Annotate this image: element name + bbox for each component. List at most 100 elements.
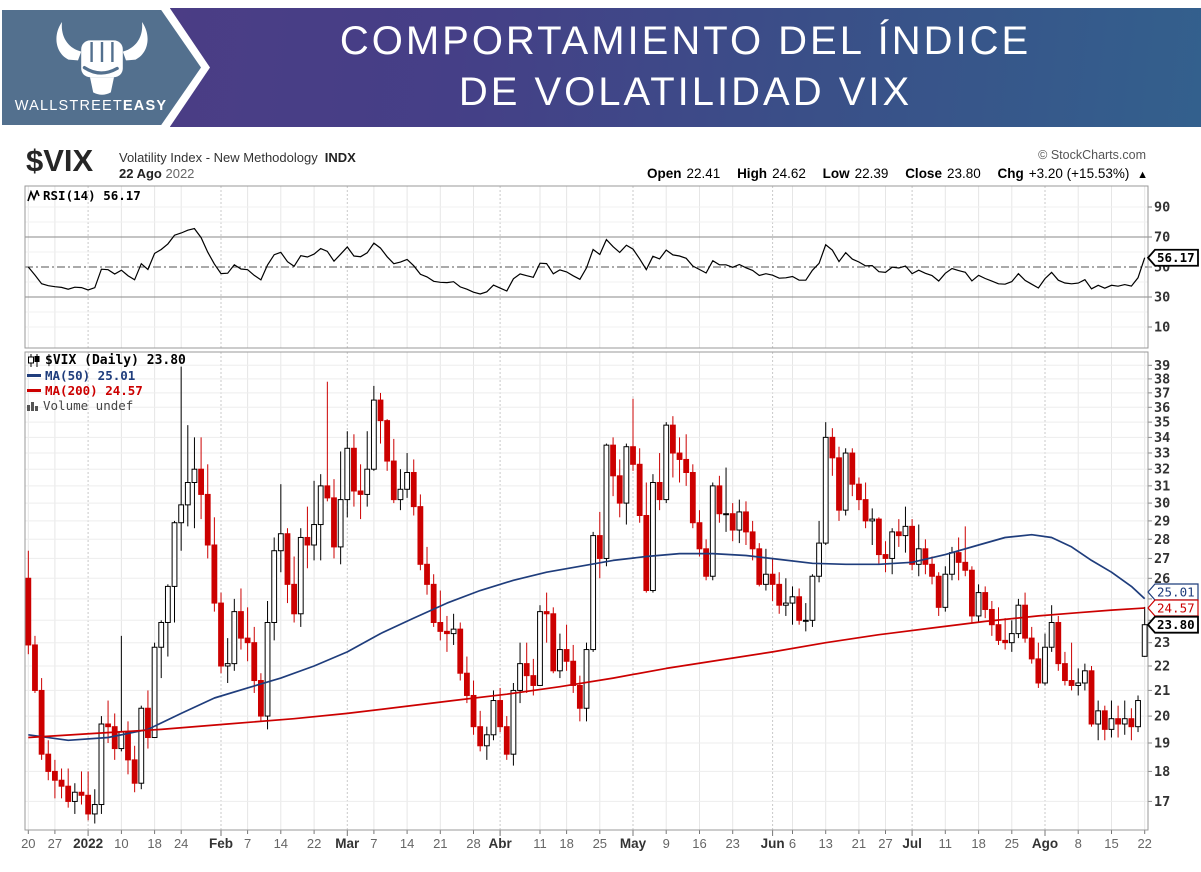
- svg-text:20: 20: [1154, 709, 1170, 725]
- svg-text:25: 25: [1005, 836, 1019, 851]
- svg-text:17: 17: [1154, 794, 1170, 810]
- svg-text:27: 27: [48, 836, 62, 851]
- open-value: 22.41: [686, 166, 721, 181]
- instrument-name-text: Volatility Index - New Methodology: [119, 150, 318, 165]
- svg-text:2022: 2022: [73, 836, 103, 851]
- svg-text:16: 16: [692, 836, 706, 851]
- candlestick-icon: [28, 354, 40, 367]
- banner-background: COMPORTAMIENTO DEL ÍNDICE DE VOLATILIDAD…: [170, 8, 1201, 127]
- price-legend: $VIX (Daily) 23.80 MA(50) 25.01 MA(200) …: [27, 353, 186, 413]
- ma50-line-swatch: [27, 374, 41, 377]
- svg-text:20: 20: [21, 836, 35, 851]
- svg-text:18: 18: [559, 836, 573, 851]
- svg-text:18: 18: [147, 836, 161, 851]
- svg-text:7: 7: [244, 836, 251, 851]
- svg-text:24.57: 24.57: [1157, 600, 1195, 615]
- header-banner: COMPORTAMIENTO DEL ÍNDICE DE VOLATILIDAD…: [0, 6, 1201, 129]
- close-value: 23.80: [946, 166, 981, 181]
- svg-text:18: 18: [1154, 764, 1170, 780]
- svg-text:Feb: Feb: [209, 836, 233, 851]
- svg-text:18: 18: [971, 836, 985, 851]
- svg-text:39: 39: [1154, 358, 1170, 374]
- svg-text:13: 13: [818, 836, 832, 851]
- ticker-symbol: $VIX: [26, 143, 94, 178]
- up-triangle-icon: ▲: [1137, 169, 1148, 181]
- svg-text:Ago: Ago: [1032, 836, 1058, 851]
- svg-text:8: 8: [1075, 836, 1082, 851]
- svg-text:24: 24: [174, 836, 188, 851]
- legend-ma200: MA(200) 24.57: [27, 383, 186, 398]
- rsi-icon: [27, 189, 40, 201]
- legend-volume-text: Volume undef: [43, 398, 134, 413]
- quote-line: Open 22.41 High 24.62 Low 22.39 Close 23.80 …: [647, 166, 1148, 181]
- svg-text:33: 33: [1154, 446, 1170, 462]
- svg-text:14: 14: [274, 836, 288, 851]
- legend-ma200-text: MA(200) 24.57: [45, 383, 143, 398]
- svg-text:31: 31: [1154, 478, 1170, 494]
- legend-volume: Volume undef: [27, 398, 186, 413]
- svg-text:9: 9: [663, 836, 670, 851]
- banner-title-line2: DE VOLATILIDAD VIX: [458, 70, 913, 114]
- legend-ma50: MA(50) 25.01: [27, 368, 186, 383]
- svg-text:6: 6: [789, 836, 796, 851]
- legend-vix: $VIX (Daily) 23.80: [27, 353, 186, 368]
- svg-text:25: 25: [593, 836, 607, 851]
- svg-text:Abr: Abr: [488, 836, 512, 851]
- svg-text:11: 11: [939, 836, 953, 851]
- ma200-line-swatch: [27, 389, 41, 392]
- svg-text:37: 37: [1154, 385, 1170, 401]
- chart-date-day: 22 Ago: [119, 166, 162, 181]
- svg-text:23.80: 23.80: [1157, 617, 1195, 632]
- high-value: 24.62: [772, 166, 806, 181]
- svg-text:36: 36: [1154, 400, 1170, 416]
- low-label: Low: [822, 166, 850, 181]
- svg-text:28: 28: [1154, 532, 1170, 548]
- svg-text:21: 21: [852, 836, 866, 851]
- chart-date-year: 2022: [165, 166, 195, 181]
- svg-text:30: 30: [1154, 496, 1170, 512]
- svg-text:21: 21: [433, 836, 447, 851]
- svg-text:56.17: 56.17: [1157, 250, 1195, 265]
- banner-title-line1: COMPORTAMIENTO DEL ÍNDICE: [339, 19, 1032, 63]
- bull-logo-icon: [56, 22, 148, 95]
- chg-label: Chg: [997, 166, 1024, 181]
- svg-text:11: 11: [533, 836, 547, 851]
- exchange-label: INDX: [324, 150, 356, 165]
- banner-title: COMPORTAMIENTO DEL ÍNDICE DE VOLATILIDAD…: [170, 16, 1201, 118]
- svg-text:27: 27: [878, 836, 892, 851]
- svg-text:Jul: Jul: [902, 836, 922, 851]
- open-label: Open: [646, 166, 682, 181]
- svg-text:22: 22: [307, 836, 321, 851]
- svg-text:23: 23: [725, 836, 739, 851]
- svg-text:15: 15: [1104, 836, 1118, 851]
- brand-bold: EASY: [122, 98, 168, 114]
- svg-text:27: 27: [1154, 551, 1170, 567]
- chg-value: +3.20 (+15.53%): [1028, 166, 1130, 181]
- volume-bars-icon: [27, 402, 38, 411]
- rsi-legend: RSI(14) 56.17: [27, 188, 141, 203]
- svg-text:35: 35: [1154, 415, 1170, 431]
- svg-text:Mar: Mar: [335, 836, 360, 851]
- svg-text:26: 26: [1154, 571, 1170, 587]
- svg-text:7: 7: [370, 836, 377, 851]
- svg-text:22: 22: [1137, 836, 1151, 851]
- svg-text:10: 10: [1154, 320, 1170, 336]
- legend-vix-text: $VIX (Daily) 23.80: [45, 353, 186, 368]
- logo-box: WALLSTREETEASY: [2, 10, 201, 125]
- svg-text:14: 14: [400, 836, 414, 851]
- low-value: 22.39: [854, 166, 889, 181]
- svg-text:23: 23: [1154, 635, 1170, 651]
- rsi-legend-text: RSI(14) 56.17: [43, 188, 141, 203]
- svg-text:34: 34: [1154, 430, 1170, 446]
- svg-text:May: May: [620, 836, 647, 851]
- chart-date: 22 Ago 2022: [119, 166, 194, 181]
- svg-text:30: 30: [1154, 290, 1170, 306]
- copyright: © StockCharts.com: [1038, 148, 1146, 162]
- instrument-name: Volatility Index - New Methodology INDX: [119, 150, 356, 165]
- svg-text:70: 70: [1154, 230, 1170, 246]
- svg-text:29: 29: [1154, 513, 1170, 529]
- legend-ma50-text: MA(50) 25.01: [45, 368, 136, 383]
- high-label: High: [737, 166, 768, 181]
- close-label: Close: [905, 166, 942, 181]
